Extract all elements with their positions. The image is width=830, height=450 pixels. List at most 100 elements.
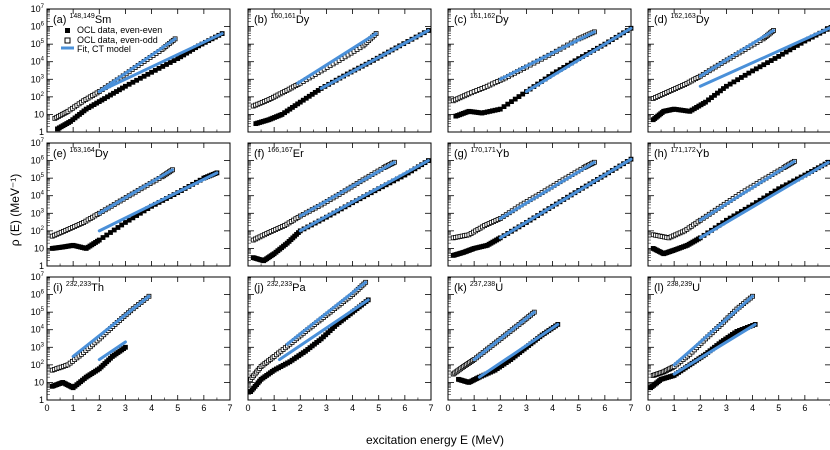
panel-d: (d) 162,163Dy bbox=[647, 8, 830, 133]
panel-frame bbox=[647, 8, 830, 133]
x-tick-label: 3 bbox=[524, 403, 529, 413]
x-tick-label: 6 bbox=[602, 403, 607, 413]
y-tick-label: 103 bbox=[31, 208, 45, 218]
fit-line bbox=[298, 160, 396, 218]
fit-line bbox=[97, 32, 224, 94]
fit-line bbox=[97, 340, 127, 362]
x-tick-label: 1 bbox=[272, 403, 277, 413]
data-point-even-even bbox=[115, 225, 121, 230]
x-tick-label: 1 bbox=[672, 403, 677, 413]
panel-label: (b) 160,161Dy bbox=[254, 13, 310, 26]
fit-line bbox=[277, 298, 370, 362]
legend-marker-even-odd bbox=[64, 37, 71, 44]
y-tick-label: 103 bbox=[31, 74, 45, 84]
legend-label-even-odd: OCL data, even-odd bbox=[77, 35, 158, 45]
panel-label: (j) 232,233Pa bbox=[254, 281, 306, 294]
fit-line bbox=[698, 160, 830, 240]
fit-line bbox=[524, 26, 633, 94]
panel-j: 0 1 2 3 4 5 6 7 (j) 232,233Pa bbox=[245, 276, 434, 413]
x-tick-label: 3 bbox=[123, 403, 128, 413]
fit-line bbox=[498, 30, 596, 81]
fit-line bbox=[698, 26, 830, 88]
panel-g: (g) 170,171Yb bbox=[447, 142, 634, 267]
panel-frame bbox=[247, 142, 432, 267]
x-tick-label: 4 bbox=[350, 403, 355, 413]
y-tick-label: 107 bbox=[31, 138, 45, 148]
fit-line bbox=[285, 280, 368, 346]
x-tick-label: 4 bbox=[149, 403, 154, 413]
panel-h: (h) 171,172Yb bbox=[647, 142, 830, 267]
fit-line bbox=[698, 159, 796, 222]
x-tick-label: 1 bbox=[71, 403, 76, 413]
x-tick-label: 6 bbox=[402, 403, 407, 413]
data-point-even-even bbox=[104, 232, 110, 238]
y-tick-label: 10 bbox=[34, 109, 44, 119]
x-tick-label: 7 bbox=[628, 403, 633, 413]
legend-label-even-even: OCL data, even-even bbox=[77, 25, 162, 35]
panel-label: (h) 171,172Yb bbox=[654, 147, 709, 160]
x-tick-label: 5 bbox=[576, 403, 581, 413]
y-tick-label: 1 bbox=[39, 127, 44, 137]
fit-line bbox=[672, 294, 755, 367]
y-tick-label: 102 bbox=[31, 360, 45, 370]
panel-e: 1 10 102 103 104 105 106 107 (e) 163,164Dy bbox=[31, 138, 231, 271]
y-tick-label: 105 bbox=[31, 173, 45, 183]
panel-frame bbox=[247, 8, 432, 133]
y-tick-label: 10 bbox=[34, 377, 44, 387]
y-tick-label: 102 bbox=[31, 226, 45, 236]
y-tick-label: 105 bbox=[31, 307, 45, 317]
data-point-even-even bbox=[119, 222, 125, 228]
y-tick-label: 106 bbox=[31, 290, 45, 300]
panel-label: (i) 232,233Th bbox=[53, 281, 104, 294]
panel-frame bbox=[46, 276, 231, 401]
panel-label: (c) 161,162Dy bbox=[454, 13, 509, 26]
legend: OCL data, even-even OCL data, even-odd F… bbox=[61, 25, 162, 54]
legend-marker-even-even bbox=[65, 28, 70, 33]
x-tick-label: 2 bbox=[298, 403, 303, 413]
data-point-even-even bbox=[100, 235, 106, 240]
panel-a: 1 10 102 103 104 105 106 107 (a) 148,149Sm bbox=[31, 4, 231, 137]
x-tick-label: 4 bbox=[750, 403, 755, 413]
fit-line bbox=[498, 157, 633, 240]
x-tick-label: 2 bbox=[97, 403, 102, 413]
legend-label-fit: Fit, CT model bbox=[77, 44, 131, 54]
x-tick-label: 3 bbox=[324, 403, 329, 413]
x-tick-label: 1 bbox=[472, 403, 477, 413]
data-point-even-even bbox=[108, 230, 113, 235]
y-tick-label: 1 bbox=[39, 395, 44, 405]
data-point-even-even bbox=[111, 227, 117, 233]
x-tick-label: 6 bbox=[201, 403, 206, 413]
x-tick-label: 2 bbox=[698, 403, 703, 413]
panel-label: (a) 148,149Sm bbox=[53, 13, 111, 26]
x-tick-label: 0 bbox=[44, 403, 49, 413]
x-tick-label: 7 bbox=[227, 403, 232, 413]
fit-line bbox=[71, 294, 151, 358]
panel-l: 0 1 2 3 4 5 6 7 (l) 238,239U bbox=[645, 276, 830, 413]
x-tick-label: 7 bbox=[428, 403, 433, 413]
panel-b: (b) 160,161Dy bbox=[247, 8, 432, 133]
fit-line bbox=[296, 32, 378, 85]
y-tick-label: 102 bbox=[31, 92, 45, 102]
x-tick-label: 5 bbox=[175, 403, 180, 413]
panel-label: (l) 238,239U bbox=[654, 281, 700, 294]
y-tick-label: 104 bbox=[31, 191, 45, 201]
y-tick-label: 107 bbox=[31, 4, 45, 14]
data-point-even-even bbox=[509, 99, 514, 105]
data-point-even-even bbox=[497, 106, 503, 112]
y-tick-label: 106 bbox=[31, 156, 45, 166]
y-tick-label: 1 bbox=[39, 261, 44, 271]
x-tick-label: 4 bbox=[550, 403, 555, 413]
fit-line bbox=[319, 28, 430, 90]
y-tick-label: 10 bbox=[34, 243, 44, 253]
y-tick-label: 106 bbox=[31, 22, 45, 32]
data-point-even-even bbox=[516, 94, 522, 99]
fit-line bbox=[498, 160, 596, 221]
y-tick-label: 103 bbox=[31, 342, 45, 352]
data-point-even-even bbox=[512, 96, 518, 102]
data-point-even-even bbox=[520, 91, 526, 97]
panel-f: (f) 166,167Er bbox=[247, 142, 432, 267]
x-tick-label: 2 bbox=[498, 403, 503, 413]
fit-line bbox=[97, 37, 177, 94]
